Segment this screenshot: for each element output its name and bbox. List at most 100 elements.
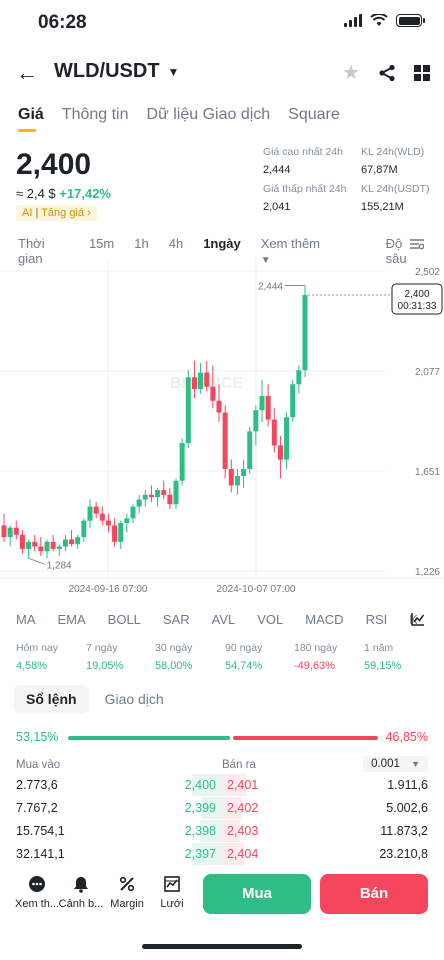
candle-body [185, 377, 191, 444]
precision-select[interactable]: 0.001 ▼ [363, 756, 428, 772]
indicator-chart-icon[interactable] [411, 612, 425, 626]
sell-ratio: 46,85% [385, 730, 428, 744]
candle-body [161, 490, 167, 495]
tf-4h[interactable]: 4h [168, 236, 184, 251]
tf-more[interactable]: Xem thêm ▼ [261, 236, 366, 266]
tf-time[interactable]: Thời gian [18, 236, 45, 266]
stat-high-value: 2,444 [263, 164, 291, 176]
orderbook-tabs: Sổ lệnh Giao dịch [14, 685, 164, 713]
tf-depth[interactable]: Độ sâu [385, 236, 407, 266]
orderbook-row[interactable]: 2.773,6 2,400 2,401 1.911,6 [16, 774, 428, 796]
ask-price: 2,401 [227, 778, 259, 792]
x-tick-label: 2024-10-07 07:00 [217, 584, 296, 595]
candle-body [148, 494, 154, 498]
margin-button[interactable]: Margin [104, 876, 150, 910]
last-price: 2,400 [16, 148, 92, 181]
ind-vol[interactable]: VOL [257, 612, 284, 627]
bid-qty: 32.141,1 [16, 847, 65, 861]
y-tick-label: 2,502 [415, 267, 440, 278]
candle-body [241, 468, 247, 477]
chart-settings-icon[interactable] [410, 238, 424, 250]
tab-trading-data[interactable]: Dữ liệu Giao dịch [146, 106, 271, 123]
bid-depth-bar [202, 797, 222, 819]
perf-label: 1 năm [364, 642, 394, 654]
orderbook-row[interactable]: 32.141,1 2,397 2,404 23.210,8 [16, 843, 428, 865]
ind-avl[interactable]: AVL [211, 612, 236, 627]
back-arrow-icon[interactable]: ← [16, 60, 38, 85]
stat-low: Giá thấp nhất 24h 2,041 [263, 183, 346, 213]
ind-k[interactable]: K [409, 612, 418, 627]
ai-badge[interactable]: AI | Tăng giá › [16, 205, 97, 221]
tf-1h[interactable]: 1h [134, 236, 149, 251]
status-icons [344, 14, 425, 27]
candle-body [13, 527, 19, 535]
tf-1d[interactable]: 1ngày [203, 236, 241, 251]
ind-ema[interactable]: EMA [57, 612, 86, 627]
sell-button[interactable]: Bán [320, 874, 428, 914]
x-tick-label: 2024-09-16 07:00 [69, 584, 148, 595]
tf-15m[interactable]: 15m [88, 236, 115, 251]
header: ← WLD/USDT ▼ ★ [0, 54, 444, 90]
candle-body [265, 396, 271, 420]
tab-square[interactable]: Square [288, 106, 340, 123]
sell-header: Bán ra [222, 759, 256, 771]
bid-price: 2,397 [184, 847, 216, 861]
caret-down-icon: ▼ [411, 759, 420, 769]
countdown-label: 00:31:33 [398, 301, 437, 312]
buy-ratio-bar [68, 736, 230, 740]
bid-qty: 2.773,6 [16, 778, 58, 792]
candle-body [7, 527, 13, 538]
ask-qty: 5.002,6 [386, 801, 428, 815]
price-change: +17,42% [59, 186, 111, 201]
tab-orderbook[interactable]: Sổ lệnh [14, 685, 89, 713]
share-icon[interactable] [378, 64, 396, 82]
status-time: 06:28 [38, 12, 87, 33]
more-button[interactable]: Xem th... [14, 876, 60, 910]
bid-price: 2,399 [184, 801, 216, 815]
grid-layout-icon[interactable] [414, 64, 430, 81]
ind-rsi[interactable]: RSI [365, 612, 388, 627]
y-tick-label: 1,651 [415, 467, 440, 478]
ind-ma[interactable]: MA [16, 612, 36, 627]
bid-depth-bar [192, 843, 222, 865]
pair-selector[interactable]: WLD/USDT ▼ [54, 60, 179, 83]
stat-vol-usdt-value: 155,21M [361, 201, 404, 213]
more-label: Xem th... [14, 898, 60, 910]
grid-label: Lưới [160, 898, 184, 910]
candle-body [62, 539, 68, 547]
ind-macd[interactable]: MACD [305, 612, 344, 627]
candle-body [290, 384, 296, 418]
candle-body [191, 377, 197, 390]
alert-button[interactable]: Cảnh b... [58, 876, 104, 910]
tab-price[interactable]: Giá [18, 106, 44, 132]
candle-body [99, 513, 105, 521]
candle-body [234, 476, 240, 486]
candle-body [32, 541, 38, 547]
orderbook-row[interactable]: 7.767,2 2,399 2,402 5.002,6 [16, 797, 428, 819]
main-tabs: Giá Thông tin Dữ liệu Giao dịch Square [18, 106, 340, 132]
margin-label: Margin [110, 898, 144, 910]
perf-value: 19,05% [86, 660, 124, 672]
perf-value: 58,00% [155, 660, 193, 672]
tab-info[interactable]: Thông tin [61, 106, 129, 123]
header-actions: ★ [342, 60, 430, 85]
ask-price: 2,404 [227, 847, 259, 861]
orderbook-row[interactable]: 15.754,1 2,398 2,403 11.873,2 [16, 820, 428, 842]
candle-body [167, 494, 173, 505]
grid-bot-icon [149, 876, 195, 898]
star-icon[interactable]: ★ [342, 62, 360, 84]
current-price-label: 2,400 [404, 289, 429, 300]
candle-body [38, 546, 44, 552]
grid-button[interactable]: Lưới [149, 876, 195, 910]
buy-button[interactable]: Mua [203, 874, 311, 914]
caret-down-icon: ▼ [260, 255, 271, 266]
stat-vol-wld-label: KL 24h(WLD) [361, 146, 425, 158]
ind-sar[interactable]: SAR [162, 612, 190, 627]
tab-trades[interactable]: Giao dịch [104, 691, 164, 707]
ask-depth-bar [222, 774, 246, 796]
min-pointer [28, 557, 45, 565]
y-tick-label: 1,226 [415, 567, 440, 578]
caret-down-icon: ▼ [167, 64, 180, 79]
ind-boll[interactable]: BOLL [107, 612, 141, 627]
